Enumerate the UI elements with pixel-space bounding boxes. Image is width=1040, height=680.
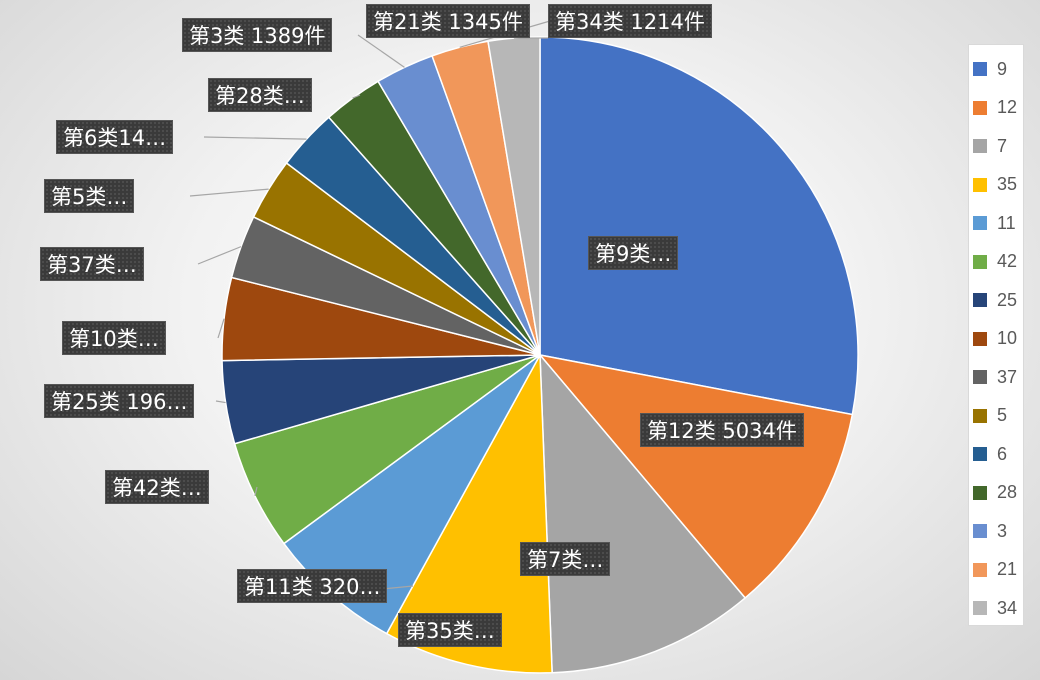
legend-item-25: 25 [973, 288, 1017, 312]
legend-item-42: 42 [973, 250, 1017, 274]
data-label-6: 第6类14… [56, 120, 174, 154]
legend-item-35: 35 [973, 173, 1017, 197]
data-label-10: 第10类… [62, 321, 166, 355]
legend-item-21: 21 [973, 558, 1017, 582]
data-label-9: 第9类… [588, 236, 679, 270]
legend-swatch [973, 139, 987, 153]
legend-label: 37 [997, 366, 1018, 387]
legend-label: 6 [997, 443, 1008, 464]
legend-item-12: 12 [973, 96, 1017, 120]
legend-item-34: 34 [973, 596, 1017, 620]
data-label-21: 第21类 1345件 [366, 4, 530, 38]
legend-item-10: 10 [973, 327, 1017, 351]
legend-swatch [973, 447, 987, 461]
legend-swatch [973, 254, 987, 269]
leader-line-3 [357, 34, 405, 68]
pie-slice-7 [539, 352, 747, 674]
leader-line-42 [254, 486, 258, 496]
leader-line-25 [215, 400, 226, 404]
legend-swatch [973, 331, 987, 346]
legend-label: 9 [997, 58, 1008, 79]
legend: 9 12 7 35 11 42 25 10 37 5 6 28 3 21 34 [968, 44, 1024, 626]
data-label-3: 第3类 1389件 [182, 18, 333, 52]
data-label-11: 第11类 320… [237, 569, 388, 603]
legend-swatch [973, 216, 987, 230]
legend-swatch [973, 601, 987, 615]
legend-label: 21 [997, 559, 1018, 579]
legend-item-7: 7 [973, 134, 1007, 158]
legend-swatch [973, 100, 987, 115]
legend-label: 10 [997, 328, 1018, 348]
legend-label: 42 [997, 251, 1018, 271]
legend-item-37: 37 [973, 365, 1017, 389]
legend-label: 34 [997, 597, 1018, 618]
legend-item-28: 28 [973, 481, 1017, 505]
legend-swatch [973, 293, 987, 307]
legend-item-5: 5 [973, 404, 1007, 428]
legend-swatch [973, 524, 987, 538]
legend-label: 25 [997, 289, 1018, 310]
data-label-25: 第25类 196… [44, 384, 195, 418]
data-label-12: 第12类 5034件 [640, 413, 804, 447]
leader-line-37 [197, 246, 242, 265]
legend-item-6: 6 [973, 442, 1007, 466]
pie-slice-9 [539, 36, 859, 416]
leader-line-6 [203, 136, 307, 140]
leader-line-28 [352, 94, 361, 99]
legend-label: 5 [997, 405, 1008, 425]
data-label-28: 第28类… [208, 78, 312, 112]
legend-item-3: 3 [973, 519, 1007, 543]
data-label-34: 第34类 1214件 [548, 4, 712, 38]
legend-item-9: 9 [973, 57, 1007, 81]
legend-label: 35 [997, 174, 1018, 194]
data-label-42: 第42类… [105, 470, 209, 504]
legend-swatch [973, 370, 987, 384]
legend-swatch [973, 408, 987, 423]
data-label-35: 第35类… [398, 613, 502, 647]
data-label-7: 第7类… [520, 542, 611, 576]
pie-slice-34 [487, 36, 541, 356]
legend-swatch [973, 485, 987, 500]
legend-label: 28 [997, 482, 1018, 502]
legend-item-11: 11 [973, 211, 1016, 235]
legend-swatch [973, 62, 987, 76]
legend-label: 12 [997, 97, 1018, 117]
legend-swatch [973, 562, 987, 577]
legend-swatch [973, 177, 987, 192]
legend-label: 11 [997, 212, 1016, 233]
leader-line-10 [217, 318, 225, 339]
leader-line-5 [189, 188, 269, 197]
legend-label: 7 [997, 135, 1008, 156]
legend-label: 3 [997, 520, 1008, 541]
data-label-5: 第5类… [44, 179, 135, 213]
data-label-37: 第37类… [40, 247, 144, 281]
pie-slice-35 [385, 352, 553, 674]
